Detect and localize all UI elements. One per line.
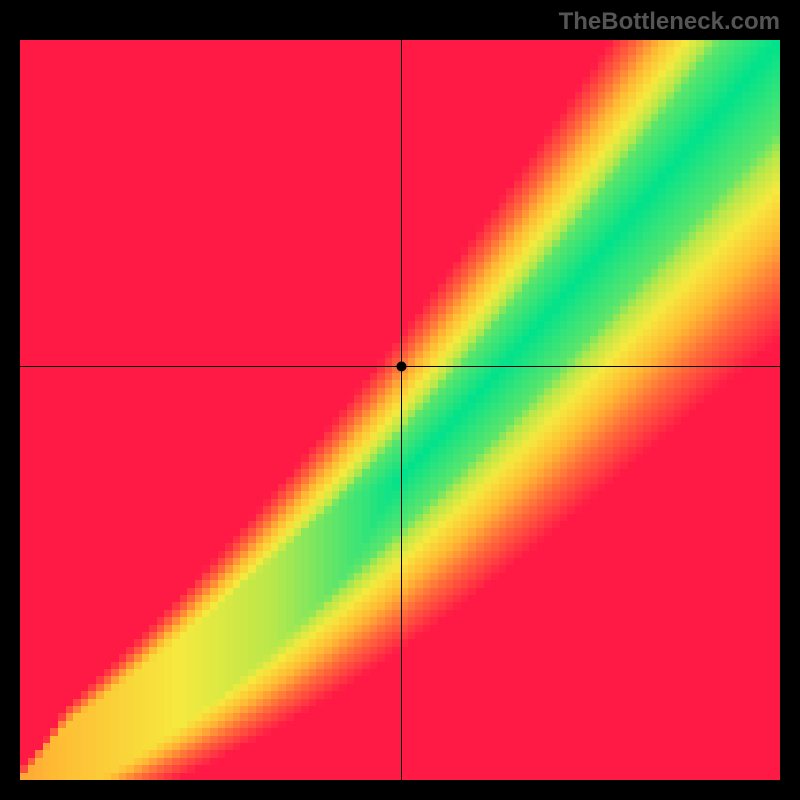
heatmap-canvas [20,40,780,780]
chart-container: { "type": "heatmap", "watermark": { "tex… [0,0,800,800]
watermark-text: TheBottleneck.com [559,8,780,36]
